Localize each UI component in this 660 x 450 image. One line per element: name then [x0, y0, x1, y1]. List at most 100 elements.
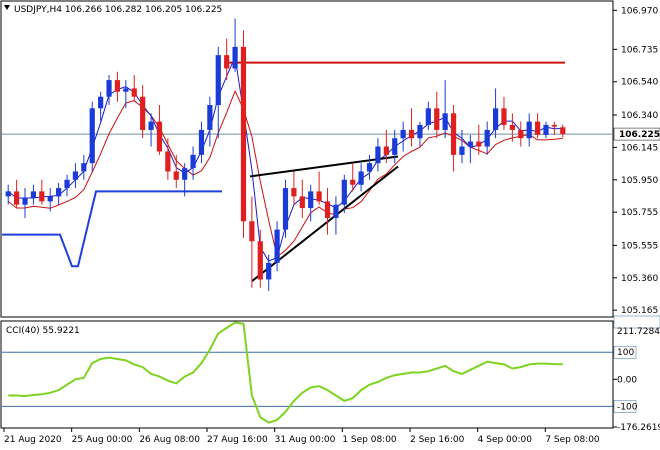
candle-body — [526, 121, 532, 139]
candle-body — [291, 188, 297, 197]
chart-title: USDJPY,H4 106.266 106.282 106.205 106.22… — [14, 5, 222, 15]
candle-body — [156, 121, 163, 152]
candle-body — [534, 121, 541, 135]
candle-body — [551, 124, 558, 127]
candle-body — [81, 163, 87, 172]
candle-body — [459, 146, 465, 155]
main-pane: USDJPY,H4 106.266 106.282 106.205 106.22… — [0, 0, 614, 318]
price-tick-label: 106.540 — [621, 78, 658, 88]
candle-body — [249, 221, 255, 242]
cci-tick-box — [613, 315, 660, 329]
candle-body — [114, 80, 121, 92]
candle-body — [190, 154, 196, 169]
time-tick-label: 21 Aug 2020 — [4, 435, 62, 445]
candle-body — [207, 105, 213, 130]
candle-body — [22, 198, 28, 205]
candle-body — [224, 55, 230, 69]
candle-body — [358, 171, 364, 185]
cci-levels — [2, 351, 613, 407]
candle-body — [72, 171, 79, 180]
candle-body — [215, 55, 221, 106]
candle-body — [560, 127, 566, 135]
candle-body — [408, 129, 415, 139]
candle-body — [123, 88, 129, 92]
time-tick-label: 7 Sep 08:00 — [545, 435, 600, 445]
candle-body — [232, 46, 238, 69]
candle-body — [98, 96, 104, 109]
candle-body — [30, 191, 37, 199]
candle-body — [375, 146, 381, 164]
price-tick-label: 106.340 — [621, 111, 658, 121]
cci-axis: 211.7284 100 0.00 -100 -176.2619 — [613, 315, 660, 433]
candle-body — [39, 191, 45, 202]
candle-body — [434, 108, 440, 130]
candle-body — [56, 188, 62, 197]
price-tick-label: 105.950 — [621, 176, 658, 186]
cci-tick-box — [613, 345, 637, 359]
cci-tick-label: 211.7284 — [617, 327, 660, 337]
candle-body — [333, 204, 339, 218]
dropdown-triangle-icon[interactable] — [4, 5, 10, 10]
candle-body — [450, 113, 457, 155]
candle-body — [341, 179, 347, 205]
candle-body — [492, 108, 499, 130]
candle-body — [425, 108, 431, 125]
candle-body — [308, 191, 314, 209]
time-tick-label: 27 Aug 16:00 — [207, 435, 268, 445]
candle-body — [282, 188, 289, 230]
candle-body — [350, 179, 356, 185]
candle-body — [400, 129, 406, 139]
candle-body — [266, 262, 272, 280]
candle-body — [173, 171, 179, 180]
candle-body — [5, 191, 11, 197]
current-price-label: 106.225 — [619, 130, 660, 140]
candle-body — [47, 196, 53, 202]
main-pane-frame — [0, 0, 614, 318]
candle-body — [417, 124, 423, 139]
cci-title: CCI(40) 55.9221 — [6, 326, 80, 336]
candle-body — [89, 108, 95, 164]
time-tick-label: 25 Aug 00:00 — [72, 435, 133, 445]
cci-tick-label: -100 — [617, 402, 638, 412]
time-axis: 21 Aug 2020 25 Aug 00:00 26 Aug 08:00 27 Au… — [3, 428, 600, 445]
candle-body — [13, 191, 20, 205]
candle-body — [476, 141, 482, 147]
candle-body — [182, 168, 188, 180]
candle-body — [324, 201, 331, 218]
time-tick-label: 4 Sep 00:00 — [478, 435, 533, 445]
cci-tick-label: 100 — [617, 348, 634, 358]
time-tick-label: 1 Sep 08:00 — [342, 435, 397, 445]
cci-tick-label: 0.00 — [617, 375, 637, 385]
candle-body — [316, 191, 322, 202]
time-tick-label: 26 Aug 08:00 — [139, 435, 200, 445]
price-tick-label: 106.145 — [621, 143, 658, 153]
price-tick-label: 106.735 — [621, 45, 658, 55]
cci-tick-label: -176.2619 — [617, 423, 660, 433]
candlesticks — [5, 18, 566, 292]
candle-body — [198, 129, 205, 155]
candle-body — [106, 80, 112, 97]
price-tick-label: 106.970 — [621, 6, 658, 16]
candle-body — [240, 46, 247, 222]
price-tick-label: 105.755 — [621, 208, 658, 218]
cci-line — [8, 321, 563, 424]
cci-pane-frame — [0, 320, 614, 429]
price-tick-label: 105.555 — [621, 241, 658, 251]
candle-body — [484, 129, 490, 147]
candle-body — [64, 179, 70, 189]
candle-body — [501, 108, 507, 125]
cci-pane: CCI(40) 55.9221 — [0, 320, 614, 429]
price-tick-label: 105.165 — [621, 306, 658, 316]
time-tick-label: 31 Aug 00:00 — [275, 435, 336, 445]
candle-body — [299, 196, 305, 209]
cci-tick-box — [613, 400, 637, 413]
step-line — [2, 190, 222, 268]
candle-body — [467, 141, 473, 147]
candle-body — [442, 113, 448, 130]
candle-body — [518, 129, 524, 139]
step-indicator-line — [2, 190, 222, 268]
candle-body — [257, 241, 263, 280]
current-price-box — [613, 127, 660, 141]
